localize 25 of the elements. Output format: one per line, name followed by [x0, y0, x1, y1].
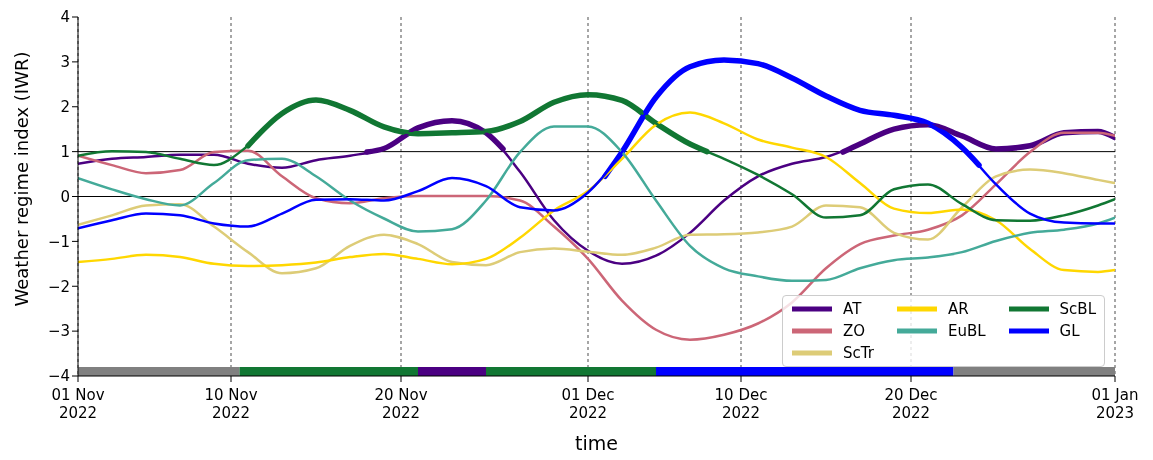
y-tick-label: 3: [60, 53, 70, 72]
y-tick-label: −3: [47, 322, 70, 341]
y-tick-label: 1: [60, 142, 70, 161]
y-tick-label: −2: [47, 277, 70, 296]
x-axis-title: time: [575, 432, 618, 454]
x-tick-label: 20 Nov 2022: [374, 386, 428, 422]
x-tick-label: 10 Nov 2022: [204, 386, 258, 422]
x-tick-label: 20 Dec 2022: [884, 386, 938, 422]
legend-label: AR: [947, 300, 969, 318]
legend-label: EuBL: [947, 322, 986, 340]
legend-label: ZO: [843, 322, 866, 340]
y-tick-label: 2: [60, 98, 70, 117]
legend-label: ScBL: [1059, 300, 1096, 318]
y-tick-label: −1: [47, 232, 70, 251]
legend-label: GL: [1059, 322, 1080, 340]
y-tick-label: 0: [60, 187, 70, 206]
x-tick-label: 01 Nov 2022: [51, 386, 105, 422]
y-tick-label: 4: [60, 8, 70, 27]
x-tick-label: 10 Dec 2022: [714, 386, 768, 422]
y-tick-label: −4: [47, 367, 70, 386]
y-axis-title: Weather regime index (IWR): [11, 51, 33, 307]
x-tick-label: 01 Dec 2022: [561, 386, 615, 422]
legend-label: ScTr: [843, 344, 874, 362]
x-tick-label: 01 Jan 2023: [1091, 386, 1139, 422]
legend-label: AT: [843, 300, 862, 318]
